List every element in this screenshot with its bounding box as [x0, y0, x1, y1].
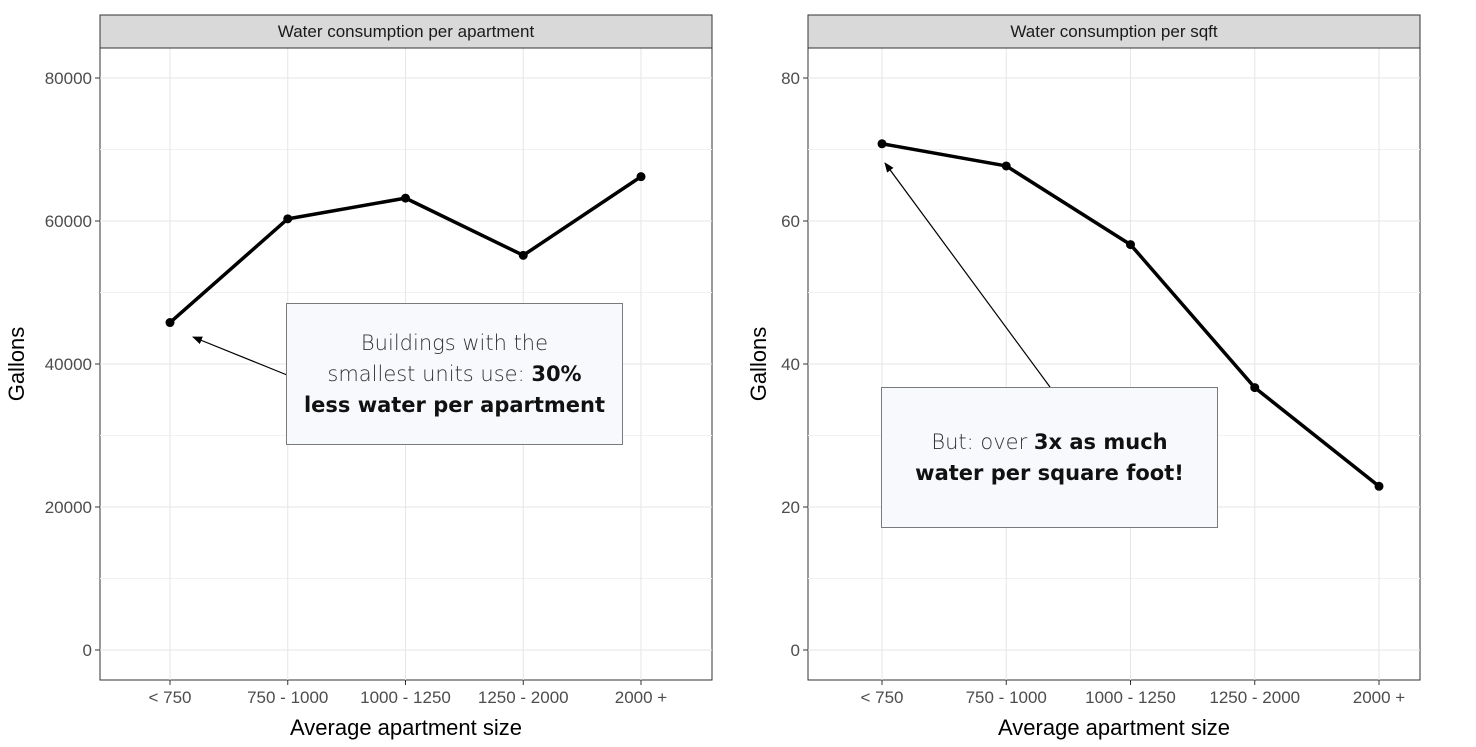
x-tick-label: < 750 — [148, 688, 191, 707]
data-point — [1001, 161, 1011, 171]
data-point — [165, 318, 175, 328]
x-tick-label: 1000 - 1250 — [1085, 688, 1176, 707]
annotation-line-2-text: smallest units use: — [327, 361, 532, 386]
y-tick-label: 80000 — [45, 69, 92, 88]
y-tick-label: 60 — [781, 212, 800, 231]
annotation-arrow — [884, 162, 1051, 388]
x-tick-label: 2000 + — [1353, 688, 1406, 707]
data-point — [636, 172, 646, 182]
data-point — [283, 214, 293, 224]
annotation-line-3: less water per apartment — [303, 392, 606, 417]
facet-strip — [99, 14, 713, 49]
x-tick-label: 1250 - 2000 — [1209, 688, 1300, 707]
x-tick-label: < 750 — [860, 688, 903, 707]
y-axis-title: Gallons — [746, 327, 771, 402]
annotation-line-2: smallest units use: 30% — [304, 359, 605, 390]
annotation-highlight: 30% — [531, 361, 582, 386]
x-tick-label: 750 - 1000 — [966, 688, 1047, 707]
annotation-arrow — [192, 336, 288, 376]
y-tick-label: 20 — [781, 498, 800, 517]
data-point — [1374, 481, 1384, 491]
facet-title: Water consumption per sqft — [1010, 22, 1218, 41]
facet-strip — [807, 14, 1421, 49]
x-tick-label: 1000 - 1250 — [360, 688, 451, 707]
data-point — [877, 139, 887, 149]
x-axis-title: Average apartment size — [998, 715, 1230, 740]
x-tick-label: 2000 + — [615, 688, 668, 707]
x-tick-label: 750 - 1000 — [247, 688, 328, 707]
annotation-line-2: water per square foot! — [915, 460, 1184, 485]
y-tick-label: 0 — [791, 641, 800, 660]
panel-per-sqft: Water consumption per sqft 0 20 40 60 80 < 7… — [746, 14, 1421, 740]
y-tick-label: 40000 — [45, 355, 92, 374]
data-point — [1250, 383, 1260, 393]
annotation-highlight: 3x as much — [1033, 429, 1168, 454]
x-axis-title: Average apartment size — [290, 715, 522, 740]
y-tick-label: 80 — [781, 69, 800, 88]
annotation-box-apartment: Buildings with the smallest units use: 3… — [286, 303, 623, 445]
facet-title: Water consumption per apartment — [278, 22, 535, 41]
y-tick-label: 0 — [83, 641, 92, 660]
annotation-box-sqft: But: over 3x as much water per square fo… — [881, 387, 1218, 528]
y-tick-label: 40 — [781, 355, 800, 374]
annotation-line-1: Buildings with the — [360, 330, 549, 355]
y-tick-label: 20000 — [45, 498, 92, 517]
y-tick-label: 60000 — [45, 212, 92, 231]
annotation-line-1-text: But: over — [931, 429, 1034, 454]
data-point — [401, 193, 410, 203]
data-point — [1126, 240, 1135, 250]
x-tick-label: 1250 - 2000 — [478, 688, 569, 707]
annotation-line-1: But: over 3x as much — [915, 427, 1184, 458]
data-point — [518, 250, 528, 260]
y-axis-title: Gallons — [4, 327, 29, 402]
